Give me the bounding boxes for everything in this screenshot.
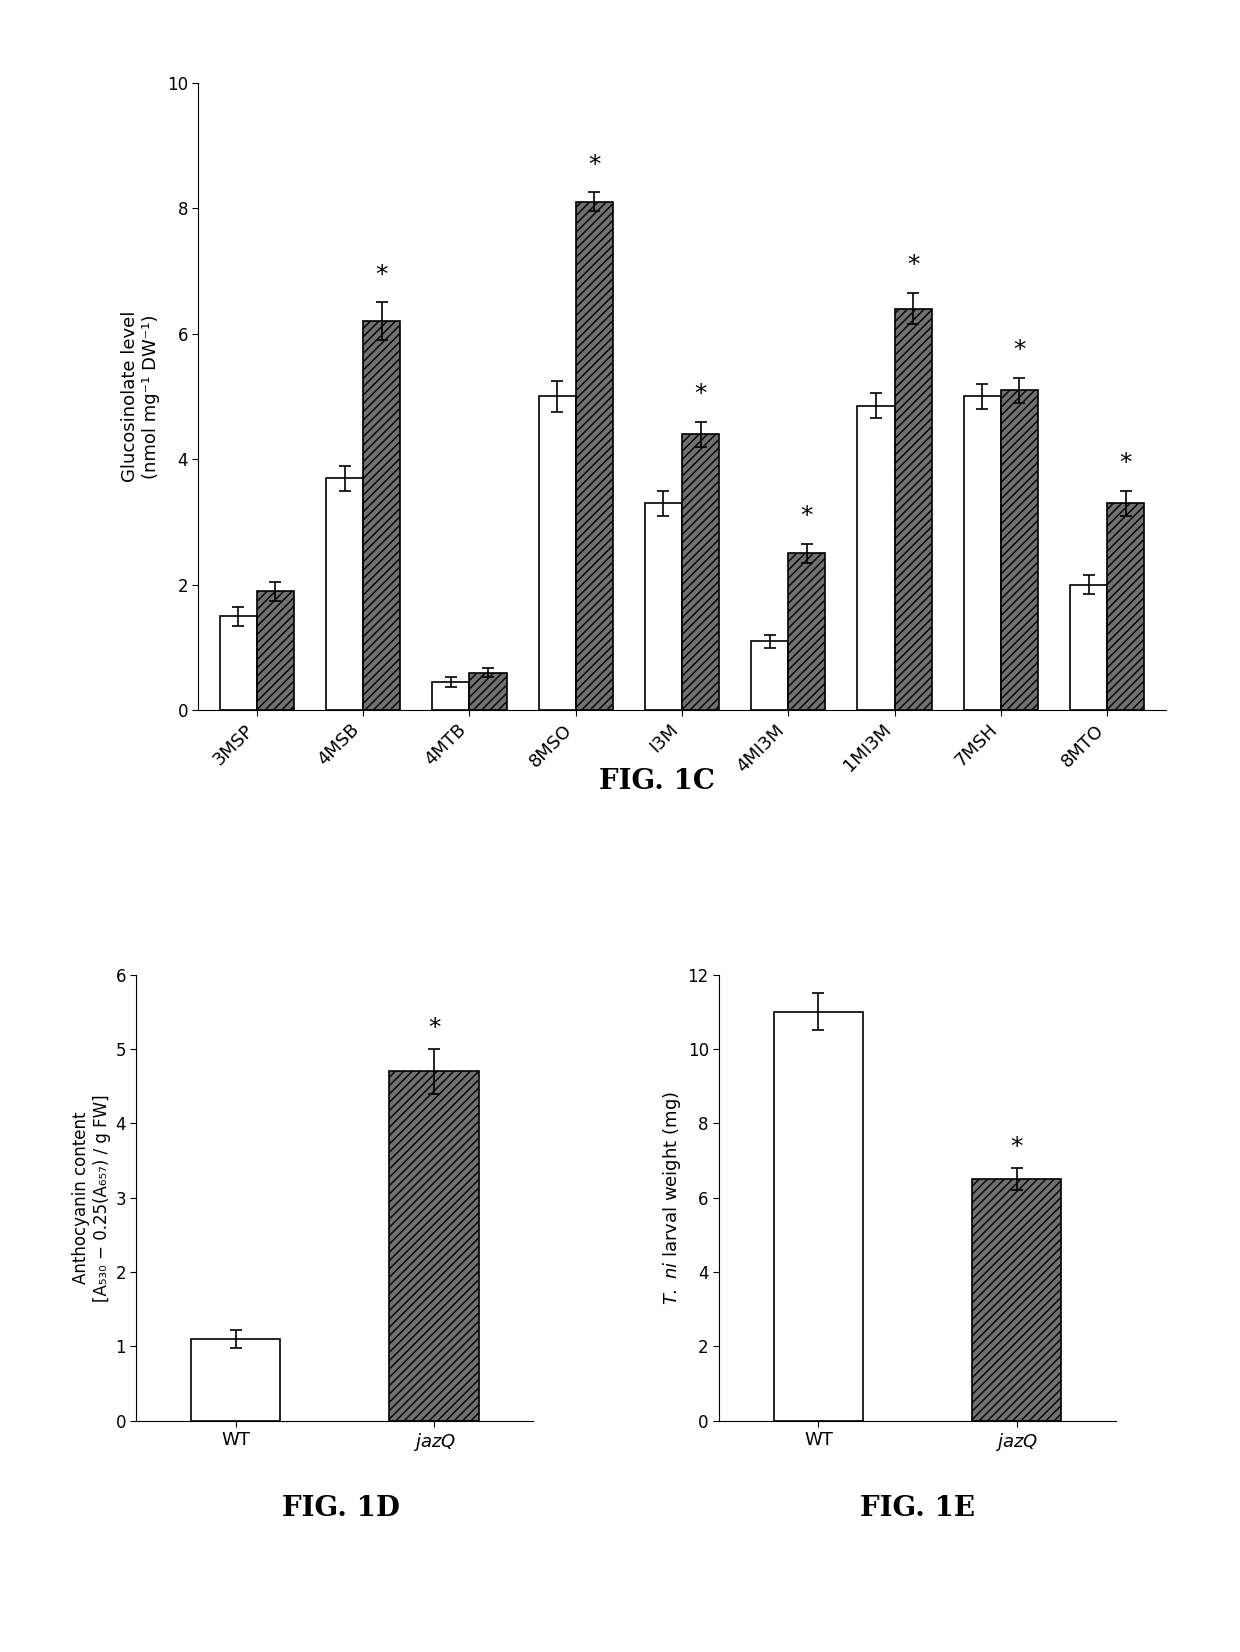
Text: *: * [906,253,919,278]
Text: FIG. 1C: FIG. 1C [599,768,715,795]
Bar [389,1070,479,1421]
Bar [191,1338,280,1421]
Bar [972,1180,1061,1421]
Bar [774,1011,863,1421]
Bar [751,641,789,710]
Bar [645,504,682,710]
Bar [257,591,294,710]
Bar [326,477,363,710]
Bar [363,320,401,710]
Text: FIG. 1D: FIG. 1D [281,1495,401,1521]
Text: *: * [1011,1135,1023,1158]
Text: FIG. 1E: FIG. 1E [861,1495,975,1521]
Bar [789,553,826,710]
Y-axis label: $T.\ ni$ larval weight (mg): $T.\ ni$ larval weight (mg) [661,1090,683,1305]
Bar [1070,585,1107,710]
Bar [433,682,470,710]
Bar [470,672,507,710]
Bar [1107,504,1145,710]
Bar [219,616,257,710]
Bar [682,434,719,710]
Bar [963,396,1001,710]
Y-axis label: Glucosinolate level
(nmol mg⁻¹ DW⁻¹): Glucosinolate level (nmol mg⁻¹ DW⁻¹) [122,311,160,482]
Bar [1001,390,1038,710]
Bar [894,309,931,710]
Text: *: * [376,263,388,287]
Bar [575,202,613,710]
Y-axis label: Anthocyanin content
[A₅₃₀ − 0.25(A₆₅₇) / g FW]: Anthocyanin content [A₅₃₀ − 0.25(A₆₅₇) /… [72,1094,112,1302]
Text: *: * [801,504,813,529]
Text: *: * [1120,451,1132,476]
Bar [538,396,575,710]
Text: *: * [1013,339,1025,362]
Bar [857,406,894,710]
Text: *: * [694,382,707,406]
Text: *: * [588,152,600,177]
Text: *: * [428,1016,440,1041]
